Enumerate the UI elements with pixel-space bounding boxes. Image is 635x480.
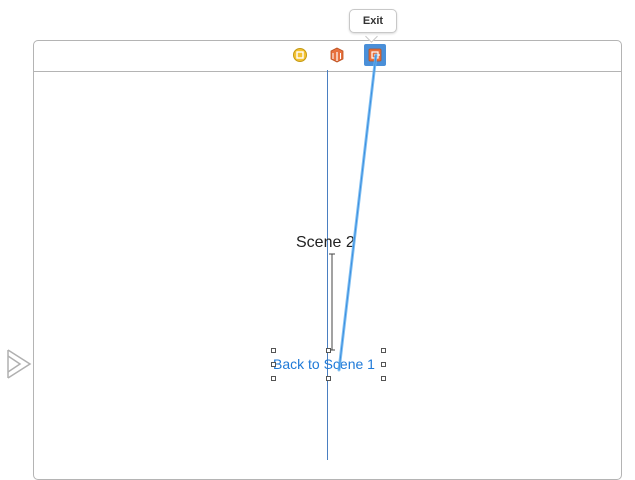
segue-connection-overlay [337, 53, 378, 372]
entry-point-arrow-icon[interactable] [4, 346, 34, 387]
resize-handle-top-right[interactable] [381, 348, 386, 353]
first-responder-icon[interactable] [329, 47, 345, 63]
view-controller-icon[interactable] [292, 47, 308, 63]
resize-handle-bottom[interactable] [326, 376, 331, 381]
resize-handle-bottom-left[interactable] [271, 376, 276, 381]
resize-handle-right[interactable] [381, 362, 386, 367]
exit-tooltip: Exit [349, 9, 397, 33]
alignment-guide [327, 70, 328, 460]
resize-handle-top[interactable] [326, 348, 331, 353]
resize-handle-top-left[interactable] [271, 348, 276, 353]
scene-title-label[interactable]: Scene 2 [296, 234, 355, 251]
resize-handle-bottom-right[interactable] [381, 376, 386, 381]
resize-handle-left[interactable] [271, 362, 276, 367]
back-to-scene1-button[interactable]: Back to Scene 1 [273, 356, 375, 372]
segue-connection-line-core [338, 54, 377, 371]
